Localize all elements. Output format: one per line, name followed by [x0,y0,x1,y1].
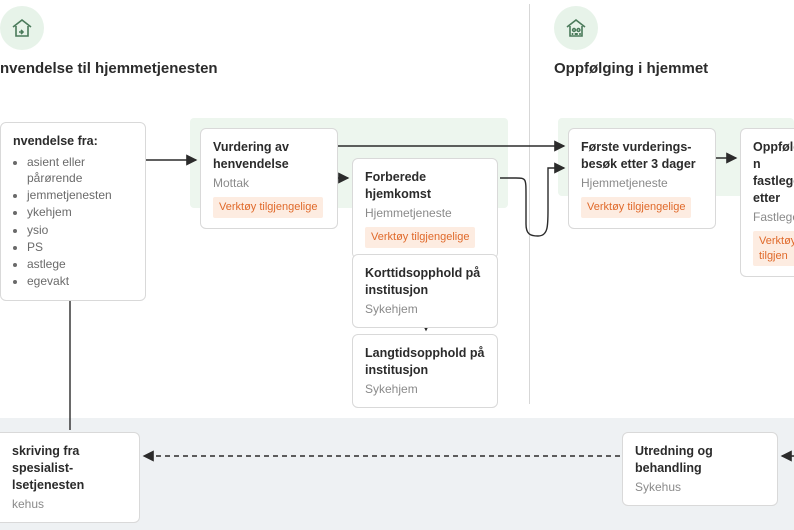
node-title: Vurdering av henvendelse [213,139,325,173]
house-people-icon [554,6,598,50]
list-item: ykehjem [27,204,133,220]
section-divider [529,4,530,404]
node-title: Forberede hjemkomst [365,169,485,203]
node-vurdering: Vurdering av henvendelse Mottak Verktøy … [200,128,338,229]
node-sub: Sykehus [635,479,765,495]
tool-badge: Verktøy tilgjengelige [213,197,323,218]
house-arrow-icon [0,6,44,50]
tool-badge: Verktøy tilgjengelige [365,227,475,248]
node-sub: kehus [12,496,127,512]
node-forberede: Forberede hjemkomst Hjemmetjeneste Verkt… [352,158,498,259]
section-right-header: Oppfølging i hjemmet [554,6,708,77]
node-langtid: Langtidsopphold på institusjon Sykehjem [352,334,498,408]
node-sub: Hjemmetjeneste [365,205,485,221]
node-title: Korttidsopphold på institusjon [365,265,485,299]
node-title: nvendelse fra: [13,133,133,150]
list-item: egevakt [27,273,133,289]
node-utredning: Utredning og behandling Sykehus [622,432,778,506]
node-forste: Første vurderings-besøk etter 3 dager Hj… [568,128,716,229]
node-sub: Mottak [213,175,325,191]
henv-list: asient eller pårørende jemmetjenesten yk… [13,154,133,290]
list-item: ysio [27,222,133,238]
list-item: astlege [27,256,133,272]
list-item: PS [27,239,133,255]
section-left-title: nvendelse til hjemmetjenesten [0,60,218,77]
tool-badge: Verktøy tilgjengelige [581,197,691,218]
tool-badge: Verktøy tilgjen [753,231,794,267]
node-sub: Fastlege [753,209,794,225]
node-sub: Sykehjem [365,301,485,317]
node-title: Første vurderings-besøk etter 3 dager [581,139,703,173]
section-left-header: nvendelse til hjemmetjenesten [0,6,218,77]
node-sub: Hjemmetjeneste [581,175,703,191]
node-henvendelse-fra: nvendelse fra: asient eller pårørende je… [0,122,146,301]
node-korttid: Korttidsopphold på institusjon Sykehjem [352,254,498,328]
node-utskriving: skriving fra spesialist-lsetjenesten keh… [0,432,140,523]
node-title: Langtidsopphold på institusjon [365,345,485,379]
node-title: Oppfølging n fastlege etter [753,139,794,207]
node-sub: Sykehjem [365,381,485,397]
node-title: skriving fra spesialist-lsetjenesten [12,443,127,494]
node-oppfolging: Oppfølging n fastlege etter Fastlege Ver… [740,128,794,277]
list-item: jemmetjenesten [27,187,133,203]
list-item: asient eller pårørende [27,154,133,186]
section-right-title: Oppfølging i hjemmet [554,60,708,77]
node-title: Utredning og behandling [635,443,765,477]
